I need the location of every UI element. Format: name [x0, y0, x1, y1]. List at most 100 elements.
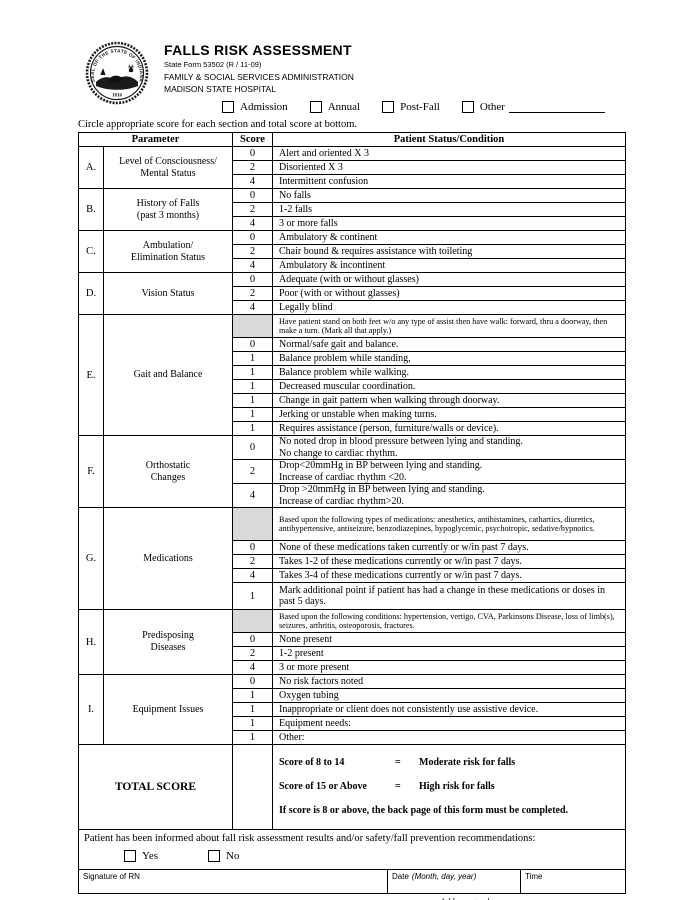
status-text: Balance problem while standing, — [272, 351, 626, 366]
table-row: 4 Drop >20mmHg in BP between lying and s… — [79, 483, 626, 508]
status-text: Adequate (with or without glasses) — [272, 272, 626, 287]
admission-option[interactable]: Admission — [222, 100, 288, 113]
score-option[interactable]: 0 — [232, 188, 273, 203]
score-option[interactable]: 0 — [232, 230, 273, 245]
score-option[interactable]: 1 — [232, 393, 273, 408]
form-instruction: Circle appropriate score for each sectio… — [78, 119, 358, 130]
status-text: Change in gait pattern when walking thro… — [272, 393, 626, 408]
score-option[interactable]: 4 — [232, 216, 273, 231]
score-option[interactable]: 4 — [232, 483, 273, 508]
score-option[interactable]: 0 — [232, 632, 273, 647]
score-header: Score — [232, 132, 273, 147]
table-header-row: Parameter Score Patient Status/Condition — [78, 132, 626, 147]
score-option[interactable]: 0 — [232, 272, 273, 287]
score-option[interactable]: 1 — [232, 379, 273, 394]
score-option[interactable]: 1 — [232, 688, 273, 703]
post-fall-option[interactable]: Post-Fall — [382, 100, 440, 113]
status-text[interactable]: Other: — [272, 730, 626, 745]
table-row: 4 Legally blind — [79, 300, 626, 315]
score-option[interactable]: 2 — [232, 160, 273, 175]
section-letter: B. — [78, 188, 104, 231]
status-text: Decreased muscular coordination. — [272, 379, 626, 394]
time-field[interactable]: Time — [520, 869, 626, 894]
score-option[interactable]: 2 — [232, 554, 273, 569]
score-option[interactable]: 4 — [232, 300, 273, 315]
score-option[interactable]: 2 — [232, 244, 273, 259]
table-row: 4 3 or more falls — [79, 216, 626, 231]
score-option[interactable]: 1 — [232, 702, 273, 717]
form-number: State Form 53502 (R / 11-09) — [164, 60, 262, 69]
admission-label: Admission — [240, 100, 288, 113]
status-text: 1-2 present — [272, 646, 626, 661]
status-text[interactable]: Equipment needs: — [272, 716, 626, 731]
assessment-type-row: Admission Annual Post-Fall Other — [222, 100, 627, 113]
score-option[interactable]: 2 — [232, 646, 273, 661]
table-row: 2 Drop<20mmHg in BP between lying and st… — [79, 459, 626, 484]
status-text: Drop >20mmHg in BP between lying and sta… — [272, 483, 626, 508]
table-row: C. Ambulation/ Elimination Status 0 Ambu… — [78, 230, 626, 273]
signature-of-rn-field[interactable]: Signature of RN — [78, 869, 388, 894]
section-letter: D. — [78, 272, 104, 315]
score-option[interactable]: 0 — [232, 435, 273, 460]
post-fall-checkbox[interactable] — [382, 100, 395, 113]
score-option[interactable]: 2 — [232, 459, 273, 484]
table-row: 4 3 or more present — [79, 660, 626, 675]
score-option[interactable]: 1 — [232, 351, 273, 366]
score-option[interactable]: 1 — [232, 365, 273, 380]
table-row: 1 Requires assistance (person, furniture… — [79, 421, 626, 436]
date-field[interactable]: Date (Month, day, year) — [387, 869, 521, 894]
yes-checkbox[interactable] — [124, 850, 136, 862]
time-label: Time — [525, 872, 543, 881]
table-row: H. Predisposing Diseases Based upon the … — [78, 609, 626, 675]
status-text: Poor (with or without glasses) — [272, 286, 626, 301]
patient-informed-row: Patient has been informed about fall ris… — [78, 829, 626, 870]
total-score-row: TOTAL SCORE Score of 8 to 14 = Moderate ri… — [78, 744, 626, 830]
score-option[interactable]: 1 — [232, 582, 273, 610]
score-option[interactable]: 4 — [232, 660, 273, 675]
annual-option[interactable]: Annual — [309, 100, 360, 113]
score-option[interactable]: 0 — [232, 337, 273, 352]
table-row: 0 None present — [79, 632, 626, 647]
score-option[interactable]: 4 — [232, 258, 273, 273]
facility-name: MADISON STATE HOSPITAL — [164, 84, 276, 94]
other-option[interactable]: Other — [461, 100, 605, 113]
score-option[interactable]: 2 — [232, 202, 273, 217]
score-option[interactable]: 1 — [232, 716, 273, 731]
parameter-header: Parameter — [78, 132, 233, 147]
status-text: Disoriented X 3 — [272, 160, 626, 175]
section-letter: A. — [78, 146, 104, 189]
score-option[interactable]: 0 — [232, 540, 273, 555]
score-option[interactable]: 4 — [232, 174, 273, 189]
score-option[interactable]: 1 — [232, 730, 273, 745]
yes-option[interactable]: Yes — [124, 850, 158, 862]
no-option[interactable]: No — [208, 850, 239, 862]
table-row: B. History of Falls (past 3 months) 0 No… — [78, 188, 626, 231]
section-parameter: Medications — [103, 507, 233, 610]
total-score-label: TOTAL SCORE — [78, 744, 233, 830]
signature-of-rn-label: Signature of RN — [83, 872, 140, 881]
section-letter: I. — [78, 674, 104, 745]
score-option[interactable]: 0 — [232, 146, 273, 161]
score-option[interactable]: 4 — [232, 568, 273, 583]
status-text: Ambulatory & continent — [272, 230, 626, 245]
shaded-score-cell — [232, 507, 273, 541]
score-option[interactable]: 1 — [232, 407, 273, 422]
status-text: No falls — [272, 188, 626, 203]
score-option[interactable]: 1 — [232, 421, 273, 436]
status-text: Intermittent confusion — [272, 174, 626, 189]
status-text: None of these medications taken currentl… — [272, 540, 626, 555]
signature-strip: Signature of RN Date (Month, day, year) T… — [78, 869, 626, 894]
section-parameter: Ambulation/ Elimination Status — [103, 230, 233, 273]
no-checkbox[interactable] — [208, 850, 221, 862]
score-option[interactable]: 2 — [232, 286, 273, 301]
other-checkbox[interactable] — [461, 100, 474, 113]
section-parameter: Orthostatic Changes — [103, 435, 233, 508]
scoring-key-line: Score of 8 to 14 = Moderate risk for falls — [279, 757, 516, 768]
agency-name: FAMILY & SOCIAL SERVICES ADMINISTRATION — [164, 71, 354, 82]
admission-checkbox[interactable] — [222, 100, 234, 113]
score-option[interactable]: 0 — [232, 674, 273, 689]
total-score-cell[interactable] — [232, 744, 273, 830]
section-parameter: Level of Consciousness/ Mental Status — [103, 146, 233, 189]
other-write-in-line[interactable] — [508, 100, 605, 113]
annual-checkbox[interactable] — [309, 100, 322, 113]
